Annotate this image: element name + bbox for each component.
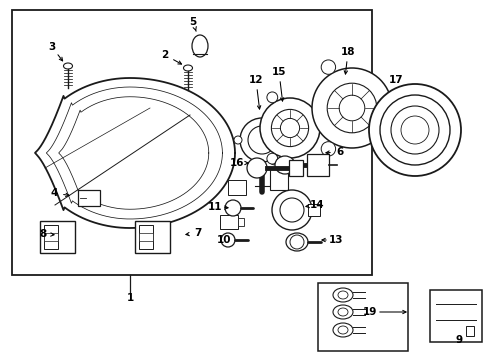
Text: 17: 17 — [388, 75, 403, 85]
Ellipse shape — [192, 35, 207, 57]
Bar — [429, 290, 481, 342]
Bar — [12, 10, 371, 275]
Ellipse shape — [337, 326, 347, 334]
Bar — [135, 221, 170, 253]
Circle shape — [221, 233, 235, 247]
Circle shape — [321, 142, 335, 156]
Text: 11: 11 — [207, 202, 222, 212]
Bar — [234, 185, 240, 193]
Circle shape — [247, 126, 275, 154]
Circle shape — [246, 158, 266, 178]
Text: 13: 13 — [328, 235, 343, 245]
Bar — [78, 190, 100, 206]
Text: 9: 9 — [454, 335, 462, 345]
Ellipse shape — [337, 308, 347, 316]
Circle shape — [379, 95, 449, 165]
Circle shape — [269, 115, 278, 123]
Text: 14: 14 — [309, 200, 324, 210]
Ellipse shape — [332, 288, 352, 302]
Bar — [306, 154, 328, 176]
Ellipse shape — [337, 291, 347, 299]
Bar — [220, 215, 238, 229]
Bar — [40, 221, 75, 253]
Bar — [139, 225, 153, 249]
Text: 1: 1 — [126, 293, 133, 303]
Circle shape — [400, 116, 428, 144]
Text: 19: 19 — [362, 307, 376, 317]
Circle shape — [266, 92, 277, 103]
Bar — [238, 218, 244, 226]
Text: 5: 5 — [189, 17, 196, 27]
Circle shape — [224, 200, 241, 216]
Circle shape — [391, 101, 406, 115]
Circle shape — [368, 84, 460, 176]
Circle shape — [234, 136, 242, 144]
Ellipse shape — [332, 305, 352, 319]
Circle shape — [280, 198, 304, 222]
Text: 4: 4 — [50, 188, 58, 198]
Text: 18: 18 — [340, 47, 354, 57]
Text: 12: 12 — [248, 75, 263, 85]
Circle shape — [289, 235, 304, 249]
Text: 15: 15 — [271, 67, 285, 77]
Ellipse shape — [183, 65, 192, 71]
Ellipse shape — [274, 156, 294, 174]
Text: 6: 6 — [336, 147, 343, 157]
Bar — [44, 233, 58, 241]
Bar — [44, 225, 58, 249]
Circle shape — [311, 68, 391, 148]
Bar — [307, 204, 319, 216]
Circle shape — [240, 118, 284, 162]
Bar — [139, 233, 153, 241]
Bar — [288, 160, 303, 176]
Bar — [227, 180, 245, 195]
Text: 3: 3 — [48, 42, 56, 52]
Circle shape — [326, 83, 376, 133]
Circle shape — [280, 118, 299, 138]
Circle shape — [271, 190, 311, 230]
Text: 2: 2 — [161, 50, 168, 60]
Bar — [269, 168, 287, 190]
Circle shape — [321, 60, 335, 74]
Text: 7: 7 — [194, 228, 201, 238]
Ellipse shape — [285, 233, 307, 251]
Bar — [465, 326, 473, 336]
Bar — [317, 283, 407, 351]
Circle shape — [319, 123, 330, 134]
Circle shape — [271, 109, 308, 147]
Circle shape — [339, 95, 364, 121]
Circle shape — [390, 106, 438, 154]
Circle shape — [260, 98, 319, 158]
Text: 10: 10 — [216, 235, 231, 245]
Circle shape — [266, 153, 277, 164]
Ellipse shape — [63, 63, 72, 69]
Circle shape — [269, 157, 278, 165]
Text: 16: 16 — [229, 158, 244, 168]
Ellipse shape — [332, 323, 352, 337]
Text: 8: 8 — [40, 229, 46, 239]
